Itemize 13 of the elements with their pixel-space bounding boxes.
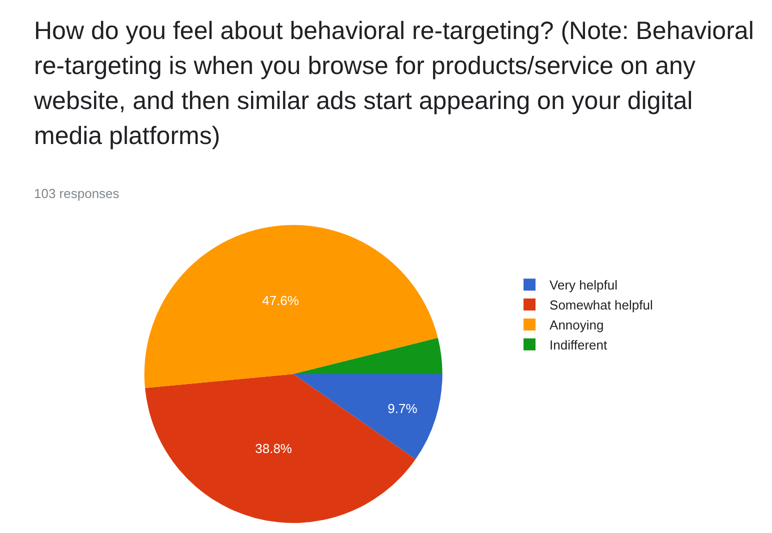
pie-slice bbox=[145, 374, 416, 523]
chart-title: How do you feel about behavioral re-targeting? (Note: Behavioral re-targeting is when you browse for products/service on any website, and then similar ads start appearing on your digital media platforms) bbox=[34, 16, 755, 152]
pie-slice bbox=[293, 374, 442, 460]
legend-label: Annoying bbox=[550, 318, 604, 333]
chart-subtitle: 103 responses bbox=[34, 186, 120, 201]
legend-label: Very helpful bbox=[550, 278, 618, 293]
data-label: 38.8% bbox=[255, 440, 292, 456]
legend-label: Somewhat helpful bbox=[550, 298, 653, 313]
legend-label: Indifferent bbox=[550, 337, 608, 352]
pie-slice bbox=[144, 225, 438, 388]
pie-slice bbox=[293, 338, 442, 374]
data-label: 9.7% bbox=[388, 400, 418, 416]
data-label: 47.6% bbox=[262, 292, 300, 308]
